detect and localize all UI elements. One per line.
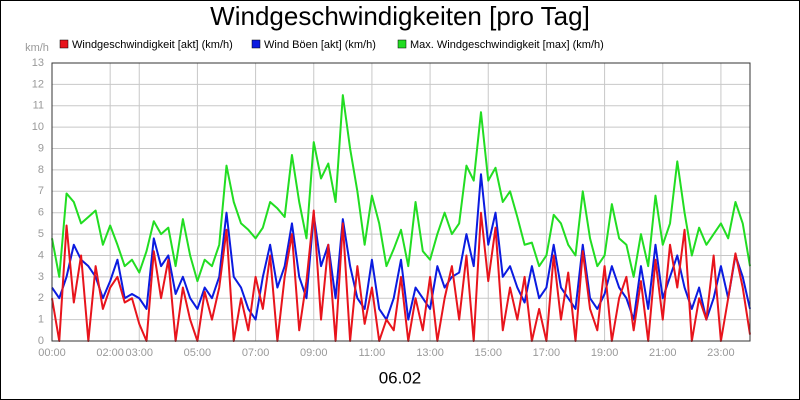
- series-line: [51, 209, 751, 342]
- y-tick-label: 7: [38, 185, 44, 197]
- legend: Windgeschwindigkeit [akt] (km/h) Wind Böe…: [59, 39, 604, 51]
- x-tick-label: 07:00: [242, 347, 270, 359]
- legend-swatch: [251, 39, 261, 49]
- x-tick-label: 11:00: [359, 347, 386, 359]
- legend-swatch: [59, 39, 69, 49]
- y-tick-label: 6: [38, 207, 44, 219]
- legend-label: Windgeschwindigkeit [akt] (km/h): [72, 39, 233, 51]
- x-tick-label: 02:00: [96, 347, 124, 359]
- y-tick-label: 9: [38, 142, 44, 154]
- series-line: [51, 173, 751, 321]
- plot: [51, 94, 751, 342]
- legend-swatch: [397, 39, 407, 49]
- x-tick-label: 00:00: [38, 347, 66, 359]
- x-tick-label: 13:00: [416, 347, 444, 359]
- y-tick-label: 4: [38, 249, 44, 261]
- x-tick-label: 21:00: [649, 347, 677, 359]
- y-tick-label: 2: [38, 292, 44, 304]
- y-tick-label: 10: [32, 121, 44, 133]
- y-tick-label: 5: [38, 228, 44, 240]
- y-tick-label: 1: [38, 314, 44, 326]
- x-tick-label: 05:00: [184, 347, 212, 359]
- x-tick-label: 03:00: [125, 347, 153, 359]
- x-tick-label: 15:00: [474, 347, 502, 359]
- x-tick-label: 19:00: [591, 347, 619, 359]
- x-tick-label: 09:00: [300, 347, 328, 359]
- y-tick-label: 13: [32, 57, 44, 69]
- x-tick-label: 23:00: [707, 347, 735, 359]
- legend-label: Wind Böen [akt] (km/h): [264, 39, 376, 51]
- y-tick-label: 11: [33, 100, 44, 112]
- chart-title: Windgeschwindigkeiten [pro Tag]: [210, 1, 590, 31]
- series-line: [51, 94, 751, 283]
- plot-border: [51, 62, 751, 342]
- x-axis-label: 06.02: [379, 368, 422, 387]
- y-tick-label: 12: [32, 78, 44, 90]
- y-axis-label: km/h: [25, 42, 49, 54]
- legend-label: Max. Windgeschwindigkeit [max] (km/h): [410, 39, 604, 51]
- y-tick-label: 0: [38, 335, 44, 347]
- y-tick-label: 8: [38, 164, 44, 176]
- y-tick-label: 3: [38, 271, 44, 283]
- x-tick-label: 17:00: [533, 347, 561, 359]
